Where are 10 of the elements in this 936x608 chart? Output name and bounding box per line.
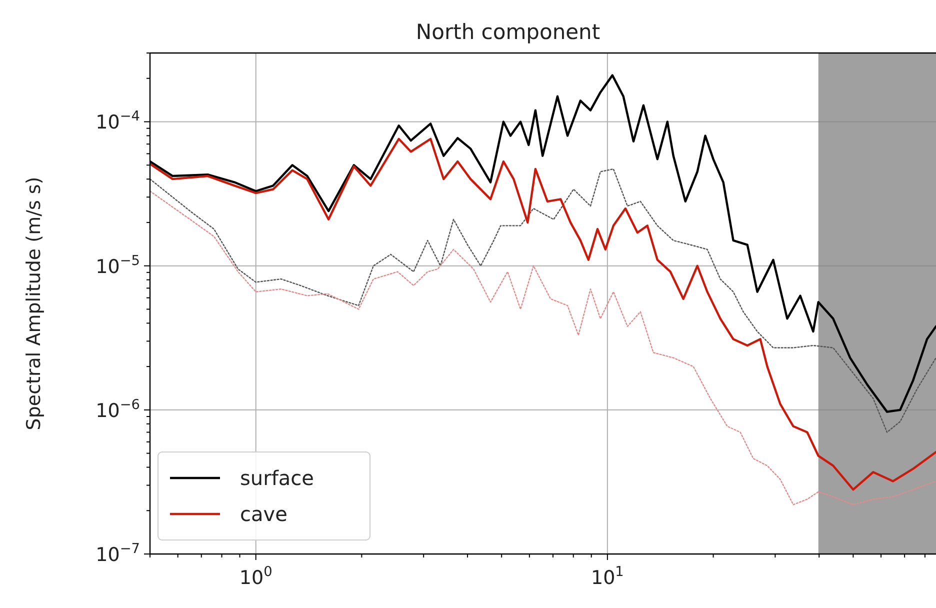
legend-label: surface [240,466,314,490]
chart-title: North component [416,20,600,44]
x-tick-label: 10$^{1}$ [590,564,624,589]
x-tick-label: 10$^{0}$ [239,564,272,589]
y-tick-label: 10$^{−6}$ [96,396,140,422]
y-tick-label: 10$^{−4}$ [96,108,140,134]
legend-label: cave [240,502,288,526]
y-tick-label: 10$^{−5}$ [96,252,140,278]
y-axis-title: Spectral Amplitude (m/s s) [23,176,45,430]
y-tick-label: 10$^{−7}$ [96,541,140,566]
